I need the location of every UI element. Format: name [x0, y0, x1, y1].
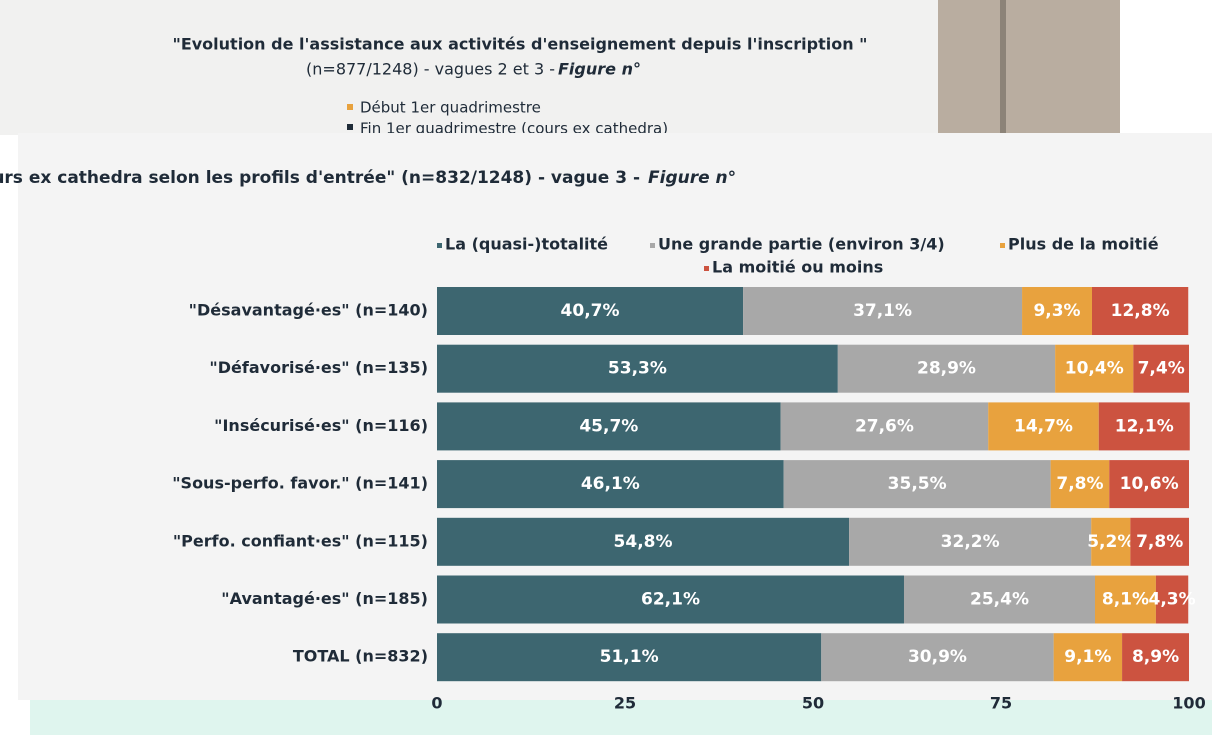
bar-segment: [1091, 287, 1189, 335]
background-title: "Evolution de l'assistance aux activités…: [172, 35, 867, 54]
data-label: 7,8%: [1056, 474, 1103, 494]
legend-marker: [1000, 243, 1005, 248]
bar-segment: [903, 575, 1095, 624]
legend-marker: [650, 243, 655, 248]
data-label: 8,9%: [1132, 647, 1179, 667]
x-tick-label: 50: [802, 694, 824, 713]
x-tick-label: 100: [1172, 694, 1205, 713]
category-label: TOTAL (n=832): [293, 647, 428, 666]
background-slide: [0, 0, 938, 135]
data-label: 4,3%: [1149, 590, 1196, 610]
data-label: 45,7%: [579, 416, 638, 436]
bar-segment: [1053, 633, 1123, 682]
bar-segment: [437, 633, 822, 682]
background-legend-marker: [347, 104, 353, 110]
x-tick-label: 75: [990, 694, 1012, 713]
data-label: 46,1%: [581, 474, 640, 494]
category-label: "Désavantagé·es" (n=140): [189, 301, 428, 320]
legend-label: Une grande partie (environ 3/4): [658, 235, 945, 254]
background-subtitle: (n=877/1248) - vagues 2 et 3 -: [306, 60, 555, 79]
bar-segment: [821, 633, 1054, 682]
legend-label: La moitié ou moins: [712, 258, 883, 277]
data-label: 7,4%: [1138, 359, 1185, 379]
data-label: 12,8%: [1111, 301, 1170, 321]
bar-segment: [743, 287, 1023, 335]
bar-segment: [1133, 344, 1189, 393]
legend-label: La (quasi-)totalité: [445, 235, 608, 254]
bar-segment: [437, 287, 744, 335]
data-label: 62,1%: [641, 590, 700, 610]
legend-label: Plus de la moitié: [1008, 235, 1159, 254]
data-label: 35,5%: [888, 474, 947, 494]
bar-segment: [780, 402, 989, 451]
data-label: 37,1%: [853, 301, 912, 321]
plot: La (quasi-)totalité Une grande partie (en…: [172, 235, 1206, 713]
bar-segment: [837, 344, 1056, 393]
bar-segment: [1098, 402, 1190, 451]
legend-marker: [437, 243, 442, 248]
data-label: 9,1%: [1064, 647, 1111, 667]
data-label: 27,6%: [855, 416, 914, 436]
category-label: "Sous-perfo. favor." (n=141): [172, 474, 428, 493]
bar-segment: [1095, 575, 1156, 624]
data-label: 54,8%: [614, 532, 673, 552]
category-label: "Perfo. confiant·es" (n=115): [173, 531, 428, 550]
data-label: 8,1%: [1102, 590, 1149, 610]
bar-segment: [1122, 633, 1189, 682]
data-label: 5,2%: [1087, 532, 1134, 552]
bar-segment: [1130, 517, 1189, 566]
category-label: "Avantagé·es" (n=185): [221, 589, 428, 608]
bar-segment: [1055, 344, 1134, 393]
data-label: 14,7%: [1014, 416, 1073, 436]
background-legend-marker: [347, 124, 353, 130]
photo: [938, 0, 1120, 135]
bar-segment: [437, 344, 838, 393]
x-tick-label: 25: [614, 694, 636, 713]
data-label: 10,6%: [1120, 474, 1179, 494]
bar-segment: [1109, 460, 1189, 509]
data-label: 9,3%: [1033, 301, 1080, 321]
bar-segment: [783, 460, 1051, 509]
background-legend-item: Début 1er quadrimestre: [360, 99, 541, 117]
category-label: "Insécurisé·es" (n=116): [214, 416, 428, 435]
background-figure: Figure n°: [558, 60, 641, 79]
data-label: 40,7%: [561, 301, 620, 321]
data-label: 51,1%: [600, 647, 659, 667]
data-label: 32,2%: [941, 532, 1000, 552]
legend-marker: [704, 266, 709, 271]
bar-segment: [437, 517, 850, 566]
bar-segment: [1091, 517, 1131, 566]
bar-segment: [437, 460, 784, 509]
bar-segment: [988, 402, 1099, 451]
data-label: 25,4%: [970, 590, 1029, 610]
chart-title: "Assistance aux cours ex cathedra selon …: [0, 168, 640, 188]
footer-band: [30, 700, 1212, 735]
x-tick-label: 0: [431, 694, 442, 713]
bar-segment: [1022, 287, 1092, 335]
data-label: 7,8%: [1136, 532, 1183, 552]
bar-segment: [1155, 575, 1189, 624]
bar-segment: [849, 517, 1092, 566]
chart-title-figure: Figure n°: [648, 168, 736, 188]
data-label: 12,1%: [1115, 416, 1174, 436]
bar-segment: [1050, 460, 1110, 509]
data-label: 28,9%: [917, 359, 976, 379]
photo-detail: [1000, 0, 1006, 135]
category-label: "Défavorisé·es" (n=135): [209, 358, 428, 377]
data-label: 30,9%: [908, 647, 967, 667]
data-label: 10,4%: [1065, 359, 1124, 379]
bar-segment: [437, 402, 781, 451]
data-label: 53,3%: [608, 359, 667, 379]
bar-segment: [437, 575, 904, 624]
